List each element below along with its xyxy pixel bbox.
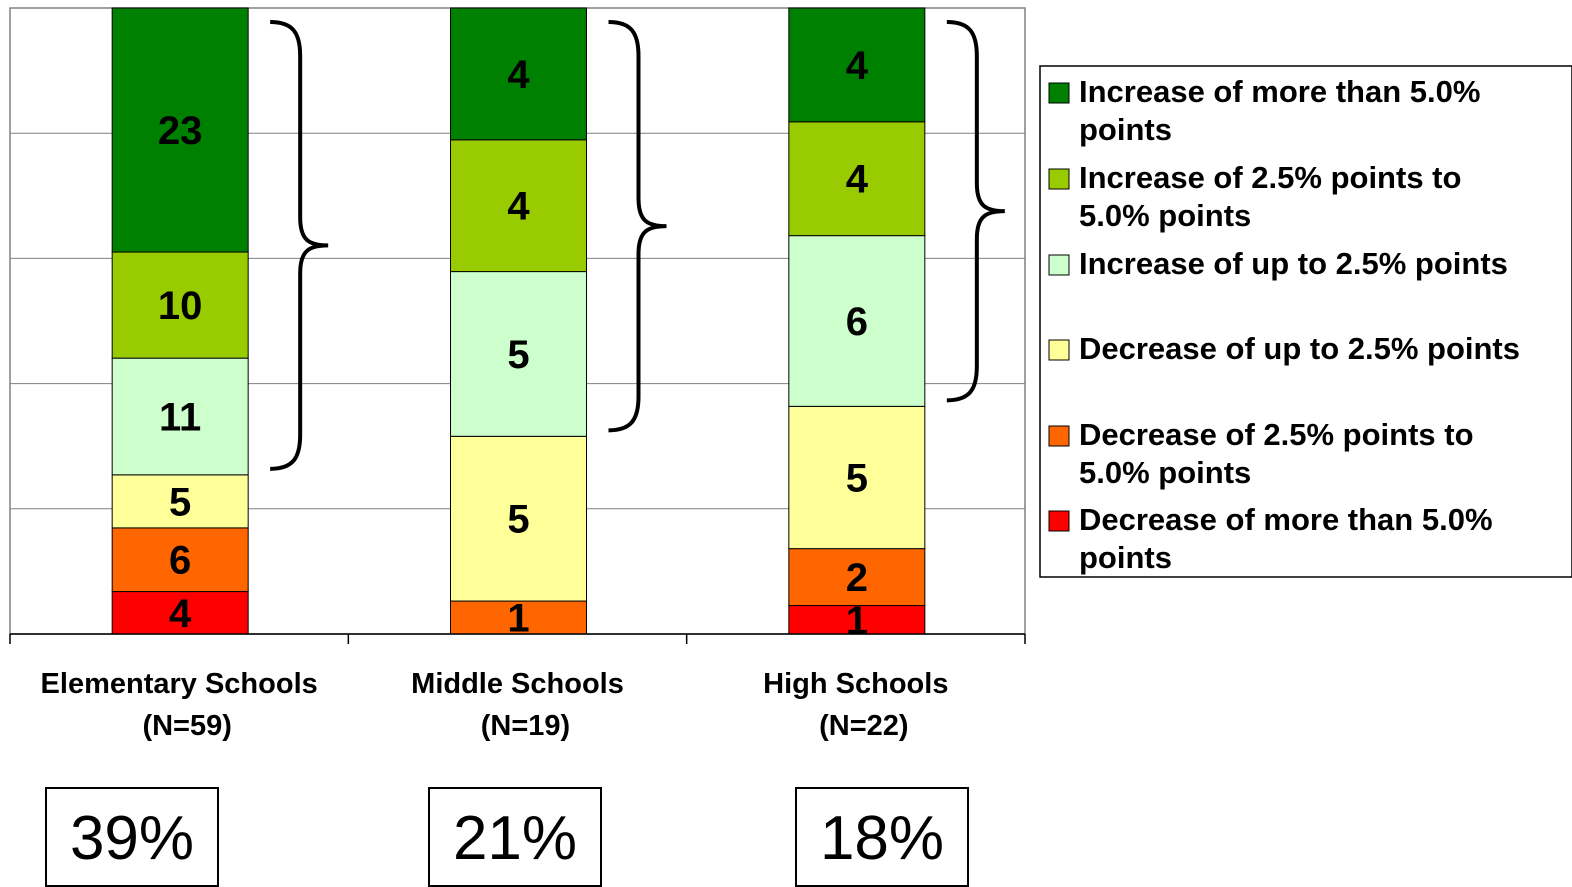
bar-segment xyxy=(788,235,926,407)
percent-box-elementary: 39% xyxy=(45,787,219,887)
data-label: 2 xyxy=(846,556,868,600)
data-label: 10 xyxy=(158,284,203,328)
bar-segment xyxy=(111,357,249,476)
legend-swatch xyxy=(1048,254,1070,276)
bar-segment xyxy=(450,7,587,141)
curly-brace xyxy=(608,20,667,433)
bar-segment xyxy=(111,251,249,359)
curly-brace xyxy=(946,20,1005,403)
bar-segment xyxy=(111,474,249,529)
legend-label: Decrease of more than 5.0% xyxy=(1079,502,1493,537)
bar-segment xyxy=(788,405,926,550)
percent-value: 18% xyxy=(819,804,945,873)
legend-swatch xyxy=(1048,510,1070,532)
percent-value: 39% xyxy=(69,804,195,873)
bar-segment xyxy=(111,527,249,593)
legend-box xyxy=(1039,65,1572,578)
data-label: 4 xyxy=(846,44,869,88)
legend-swatch xyxy=(1048,82,1070,104)
data-label: 1 xyxy=(507,597,529,641)
legend: Increase of more than 5.0%pointsIncrease… xyxy=(1039,65,1572,578)
legend-swatch xyxy=(1048,168,1070,190)
percent-box-high: 18% xyxy=(795,787,969,887)
legend-label: 5.0% points xyxy=(1079,455,1251,490)
data-label: 5 xyxy=(507,333,529,377)
legend-label: Decrease of up to 2.5% points xyxy=(1079,331,1520,366)
legend-label: points xyxy=(1079,112,1172,147)
bar-segment xyxy=(450,435,587,602)
bar-segment xyxy=(111,7,249,253)
legend-swatch xyxy=(1048,425,1070,447)
legend-label: Decrease of 2.5% points to xyxy=(1079,417,1474,452)
category-count-label: (N=19) xyxy=(481,710,570,742)
category-count-label: (N=22) xyxy=(819,710,908,742)
legend-label: Increase of more than 5.0% xyxy=(1079,74,1480,109)
category-label: High Schools xyxy=(763,668,948,700)
legend-label: Increase of 2.5% points to xyxy=(1079,160,1461,195)
legend-label: 5.0% points xyxy=(1079,198,1251,233)
data-label: 4 xyxy=(507,53,530,97)
category-labels: Elementary Schools (N=59) Middle Schools (N… xyxy=(41,668,949,742)
x-axis xyxy=(9,633,1026,644)
bar-segment xyxy=(450,271,587,437)
bar-segment xyxy=(788,605,926,635)
legend-swatch xyxy=(1048,339,1070,361)
percent-value: 21% xyxy=(452,804,578,873)
bar-segment xyxy=(450,139,587,273)
legend-label: Increase of up to 2.5% points xyxy=(1079,246,1508,281)
bar-segment xyxy=(788,7,926,123)
bar-segment xyxy=(450,600,587,635)
bar-segment xyxy=(788,548,926,607)
legend-label: points xyxy=(1079,540,1172,575)
data-label: 5 xyxy=(507,498,529,542)
data-label: 1 xyxy=(846,599,868,643)
data-label: 4 xyxy=(507,185,530,229)
data-label: 6 xyxy=(169,539,191,583)
category-count-label: (N=59) xyxy=(142,710,231,742)
bar-segment xyxy=(788,121,926,237)
data-label: 5 xyxy=(169,480,191,524)
data-label: 4 xyxy=(169,592,192,636)
data-label: 4 xyxy=(846,158,869,202)
data-label: 5 xyxy=(846,457,868,501)
category-label: Middle Schools xyxy=(411,668,624,700)
percent-box-middle: 21% xyxy=(428,787,602,887)
data-label: 23 xyxy=(158,109,203,153)
category-label: Elementary Schools xyxy=(41,668,318,700)
data-label: 6 xyxy=(846,300,868,344)
data-label: 11 xyxy=(159,395,201,439)
